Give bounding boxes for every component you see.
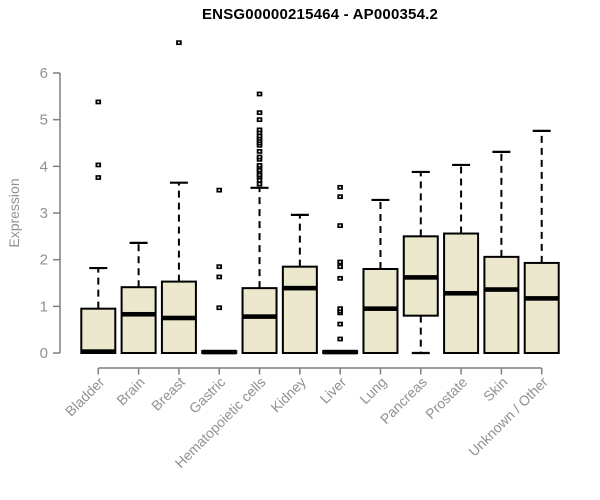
outlier-hole-liver [339, 186, 342, 189]
box-lung [362, 267, 399, 354]
x-tick-label-breast: Breast [148, 374, 188, 414]
median-pancreas [403, 275, 438, 280]
outlier-hole-hematopoietic-cells [258, 183, 261, 185]
outlier-hole-hematopoietic-cells [258, 179, 261, 182]
outlier-hole-hematopoietic-cells [258, 135, 261, 137]
box-skin [483, 255, 520, 354]
outlier-hole-liver [339, 261, 342, 263]
y-tick-label: 4 [40, 158, 48, 175]
outlier-hole-hematopoietic-cells [258, 129, 261, 131]
chart-title: ENSG00000215464 - AP000354.2 [201, 6, 439, 23]
y-tick-label: 1 [40, 298, 48, 315]
median-unknown-other [524, 296, 559, 301]
outlier-hole-hematopoietic-cells [258, 118, 261, 121]
y-tick-label: 2 [40, 252, 48, 269]
median-skin [484, 287, 519, 292]
x-tick-label-skin: Skin [480, 374, 511, 405]
outlier-hole-gastric [218, 265, 221, 268]
x-tick-label-brain: Brain [113, 374, 147, 408]
box-bladder [80, 307, 117, 354]
outlier-hole-liver [339, 338, 342, 340]
outlier-hole-hematopoietic-cells [258, 131, 261, 134]
outlier-hole-hematopoietic-cells [258, 111, 261, 114]
outlier-hole-bladder [97, 164, 100, 166]
outlier-hole-hematopoietic-cells [258, 93, 261, 95]
box-unknown-other [523, 261, 560, 354]
outlier-hole-liver [339, 307, 342, 310]
x-tick-label-kidney: Kidney [267, 374, 309, 416]
box-brain [120, 286, 157, 354]
outlier-hole-liver [339, 323, 342, 325]
x-tick-label-liver: Liver [317, 374, 350, 407]
outlier-hole-hematopoietic-cells [258, 173, 261, 176]
outlier-hole-hematopoietic-cells [258, 156, 261, 158]
median-lung [363, 306, 398, 311]
outlier-hole-gastric [218, 189, 221, 191]
outlier-hole-bladder [97, 101, 100, 103]
outlier-hole-hematopoietic-cells [258, 164, 261, 167]
y-tick-label: 5 [40, 112, 48, 129]
outlier-hole-liver [339, 277, 342, 280]
median-hematopoietic-cells [242, 314, 277, 319]
x-tick-label-lung: Lung [356, 374, 389, 407]
outlier-hole-hematopoietic-cells [258, 169, 261, 171]
box-kidney [281, 265, 318, 354]
x-tick-label-bladder: Bladder [62, 374, 108, 420]
median-prostate [444, 290, 479, 296]
y-tick-label: 6 [40, 65, 48, 82]
median-bladder [81, 349, 116, 354]
outlier-hole-liver [339, 224, 342, 227]
y-axis-title: Expression [6, 178, 22, 248]
box-hematopoietic-cells [241, 287, 278, 354]
median-gastric [202, 349, 237, 355]
outlier-hole-bladder [97, 176, 100, 179]
x-tick-label-prostate: Prostate [422, 374, 470, 422]
y-tick-label: 3 [40, 205, 48, 222]
median-breast [161, 315, 196, 321]
median-liver [323, 349, 358, 355]
outlier-hole-liver [339, 195, 342, 198]
outlier-hole-hematopoietic-cells [258, 150, 261, 153]
outlier-hole-liver [339, 265, 342, 268]
median-brain [121, 311, 156, 317]
median-kidney [282, 285, 317, 291]
outlier-hole-breast [178, 41, 180, 44]
y-tick-label: 0 [40, 345, 48, 362]
outlier-hole-gastric [218, 306, 221, 309]
outlier-hole-gastric [218, 276, 221, 278]
